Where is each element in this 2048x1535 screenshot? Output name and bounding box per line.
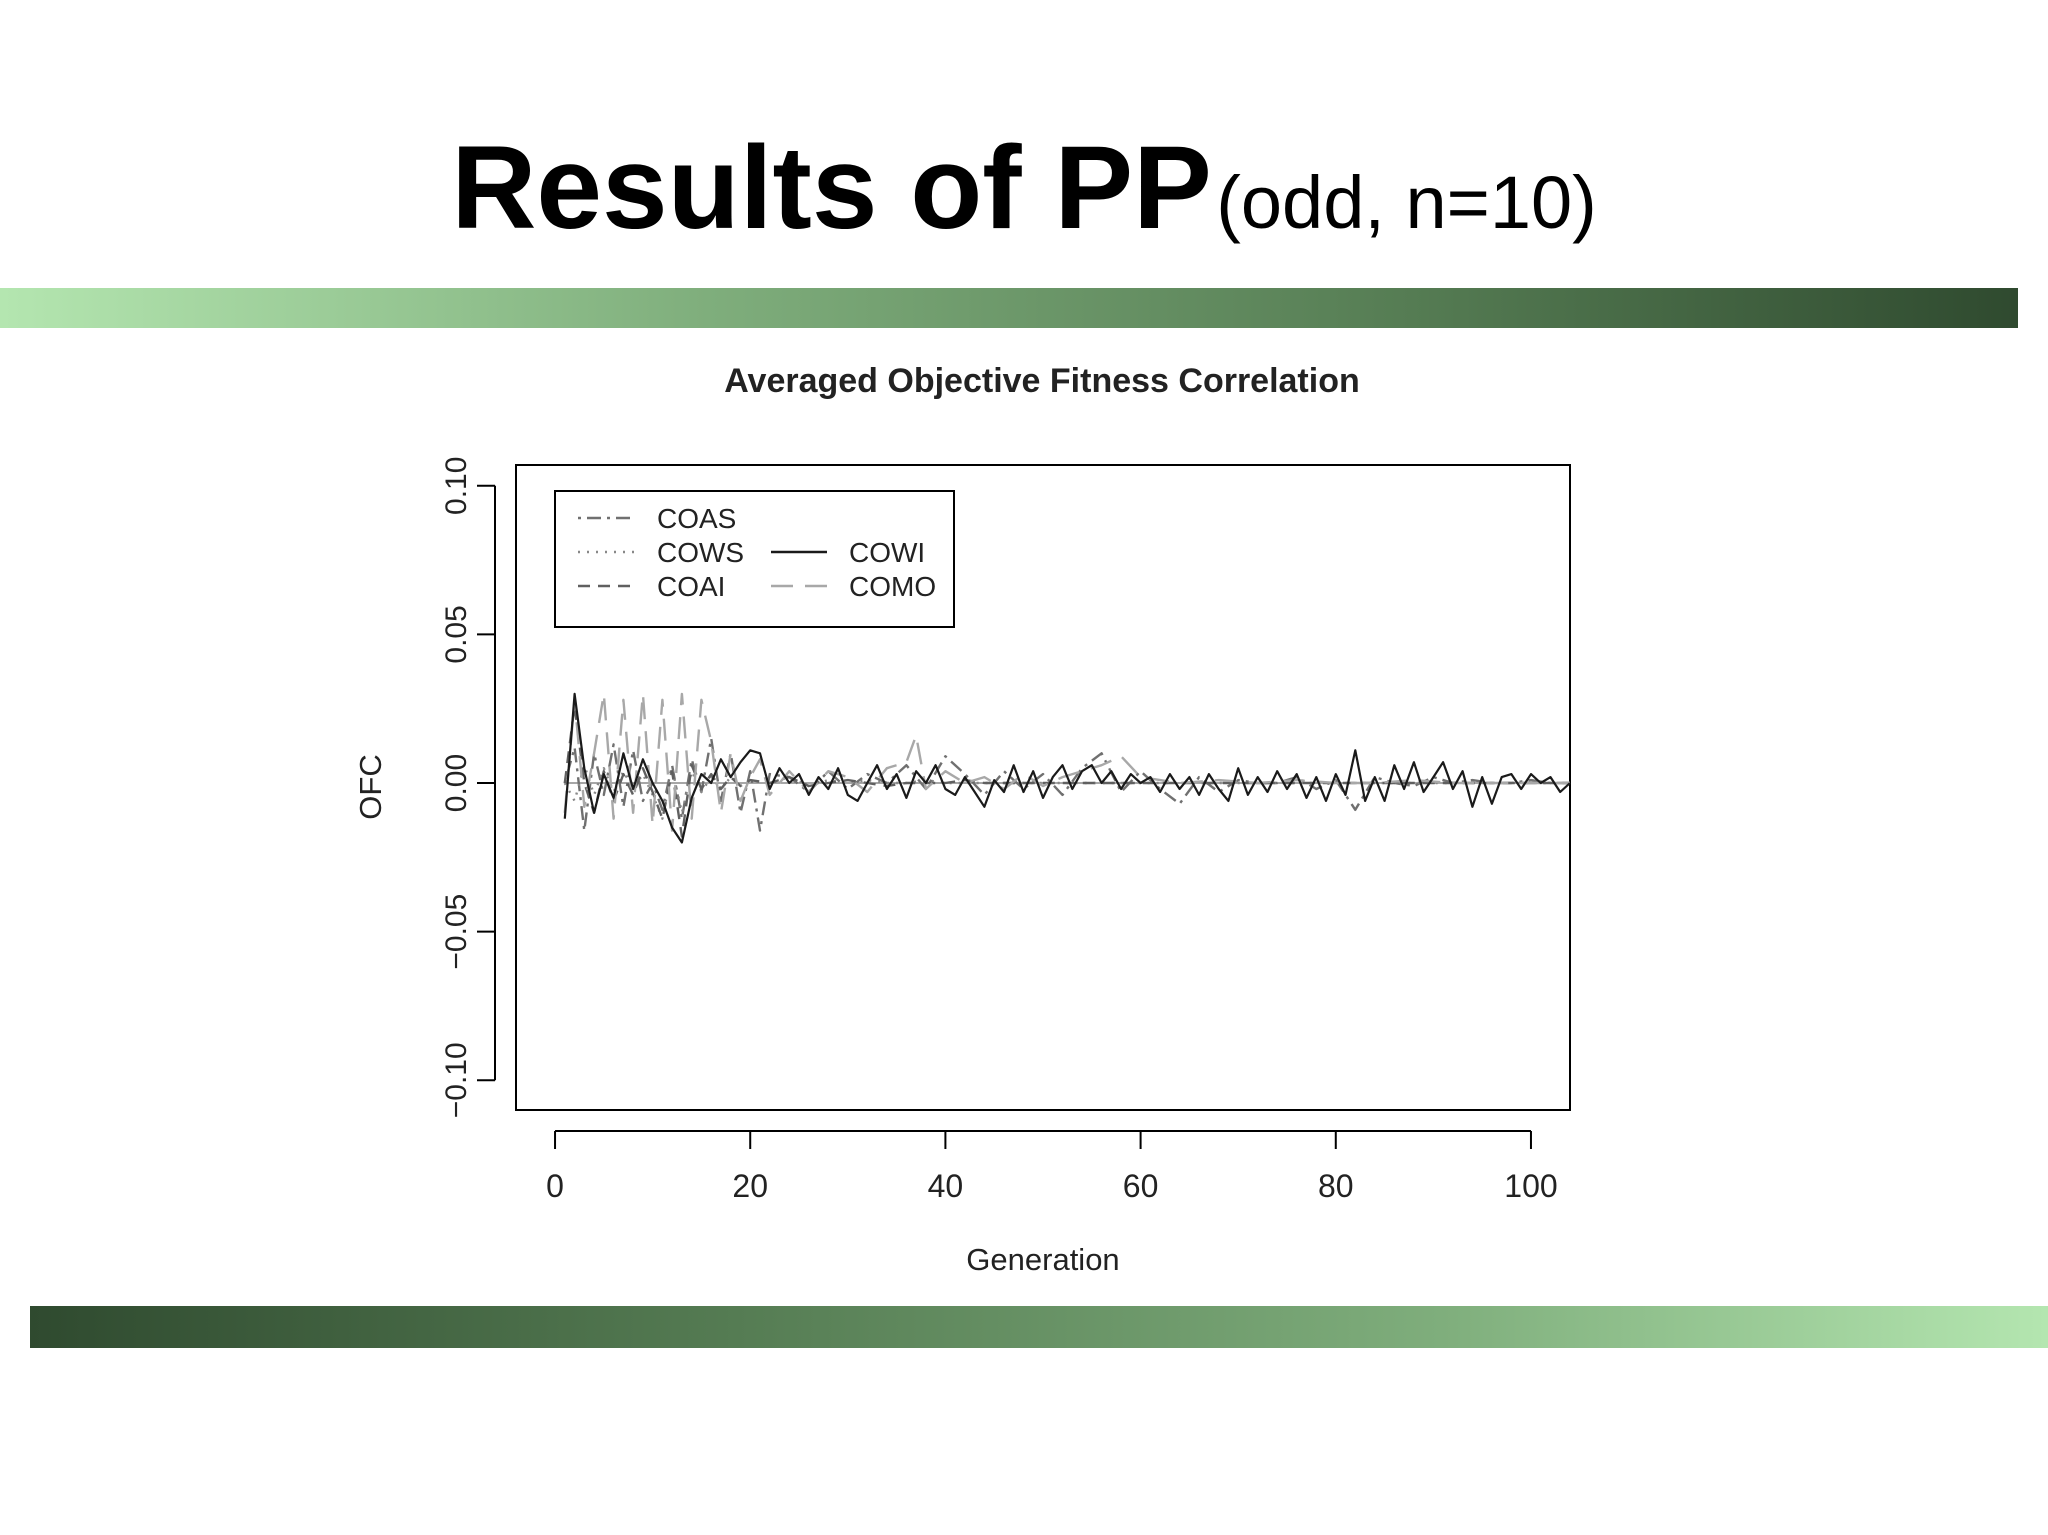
y-tick-label: 0.00 xyxy=(440,754,473,812)
legend-label-cowi: COWI xyxy=(849,537,925,568)
x-axis-label: Generation xyxy=(966,1242,1119,1277)
x-tick-label: 0 xyxy=(546,1168,564,1204)
series-lines xyxy=(563,692,1571,844)
x-tick-label: 60 xyxy=(1123,1168,1159,1204)
top-accent-bar xyxy=(0,288,2018,328)
x-tick-label: 20 xyxy=(732,1168,768,1204)
y-tick-label: −0.10 xyxy=(440,1042,473,1118)
legend-label-cows: COWS xyxy=(657,537,744,568)
series-line-coas xyxy=(563,737,1570,832)
y-tick-label: 0.05 xyxy=(440,605,473,663)
y-tick-label: 0.10 xyxy=(440,457,473,515)
axes: 0 20 40 60 80 100 −0.10 −0.05 0.00 0.05 0.10 xyxy=(440,457,1558,1204)
bottom-accent-bar xyxy=(30,1306,2048,1348)
y-axis-label: OFC xyxy=(353,754,388,819)
x-tick-label: 100 xyxy=(1504,1168,1557,1204)
slide-title-main: Results of PP xyxy=(451,122,1212,254)
x-tick-label: 40 xyxy=(928,1168,964,1204)
chart-title: Averaged Objective Fitness Correlation xyxy=(724,362,1360,400)
legend-label-coai: COAI xyxy=(657,571,725,602)
legend-label-coas: COAS xyxy=(657,503,736,534)
legend-box xyxy=(554,490,955,628)
slide-title: Results of PP (odd, n=10) xyxy=(0,120,2048,256)
legend-label-como: COMO xyxy=(849,571,936,602)
series-line-cowi xyxy=(563,692,1571,844)
series-line-como xyxy=(563,692,1570,832)
y-tick-label: −0.05 xyxy=(440,894,473,970)
slide-title-sub: (odd, n=10) xyxy=(1216,161,1597,244)
ofc-line-chart: Averaged Objective Fitness Correlation 0… xyxy=(353,362,1571,1277)
x-tick-label: 80 xyxy=(1318,1168,1354,1204)
plot-frame xyxy=(515,464,1571,1111)
